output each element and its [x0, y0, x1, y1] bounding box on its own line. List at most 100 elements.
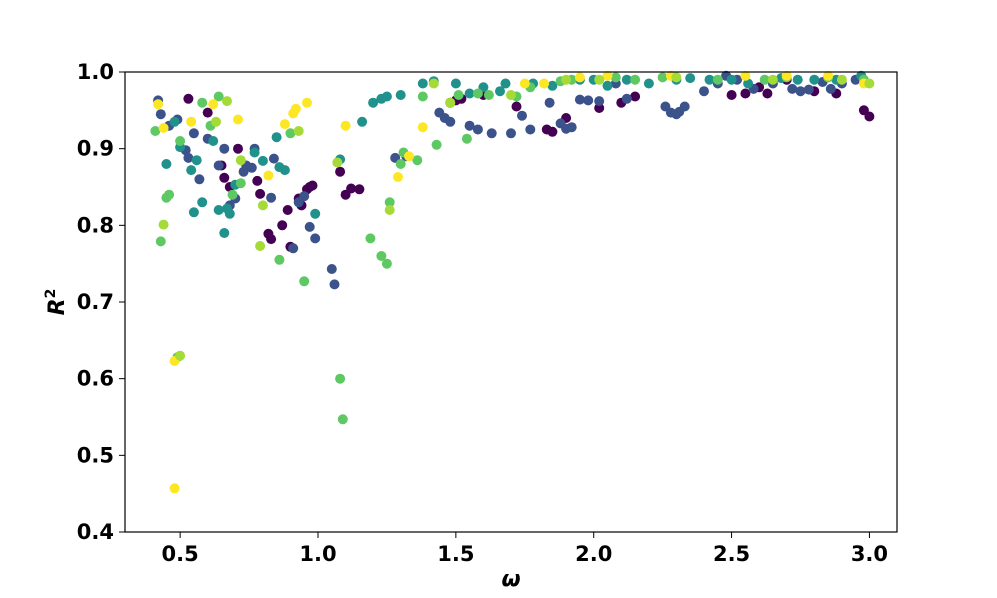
- scatter-point: [158, 219, 169, 230]
- scatter-point: [726, 74, 737, 85]
- scatter-point: [500, 78, 511, 89]
- scatter-point: [175, 136, 186, 146]
- scatter-point: [743, 78, 754, 89]
- scatter-point: [602, 70, 613, 81]
- scatter-point: [224, 208, 235, 219]
- scatter-point: [412, 155, 423, 166]
- scatter-point: [183, 152, 194, 163]
- scatter-point: [155, 236, 166, 247]
- scatter-point: [266, 234, 277, 245]
- scatter-point: [519, 78, 530, 89]
- scatter-point: [864, 78, 875, 89]
- scatter-point: [762, 88, 773, 99]
- y-tick-label: 0.8: [77, 213, 114, 237]
- scatter-point: [202, 107, 213, 118]
- scatter-point: [712, 74, 723, 85]
- y-tick-label: 0.9: [77, 137, 114, 161]
- scatter-point: [472, 124, 483, 135]
- scatter-point: [561, 74, 572, 85]
- scatter-point: [381, 91, 392, 102]
- scatter-point: [153, 99, 164, 110]
- scatter-point: [266, 192, 277, 203]
- scatter-point: [335, 373, 346, 384]
- scatter-point: [726, 90, 737, 100]
- scatter-point: [208, 99, 219, 110]
- scatter-point: [836, 74, 847, 85]
- x-tick-label: 1.5: [437, 542, 474, 566]
- scatter-point: [219, 228, 230, 238]
- scatter-point: [781, 70, 792, 81]
- scatter-point: [450, 78, 461, 89]
- scatter-point: [365, 233, 376, 244]
- x-axis-ticks: 0.5 1.0 1.5 2.0 2.5 3.0: [162, 532, 888, 566]
- scatter-point: [188, 207, 199, 218]
- y-tick-label: 0.7: [77, 290, 114, 314]
- scatter-point: [594, 96, 605, 107]
- scatter-point: [417, 78, 428, 89]
- scatter-point: [219, 172, 230, 183]
- scatter-point: [354, 184, 365, 195]
- scatter-point: [213, 91, 224, 102]
- scatter-point: [787, 83, 798, 94]
- scatter-point: [566, 122, 577, 133]
- scatter-point: [194, 174, 205, 185]
- scatter-point: [506, 90, 516, 100]
- scatter-point: [293, 126, 304, 136]
- scatter-point: [257, 155, 268, 166]
- scatter-point: [340, 120, 351, 131]
- scatter-point: [445, 97, 456, 108]
- scatter-point: [299, 191, 310, 202]
- scatter-point: [404, 151, 414, 162]
- scatter-point: [594, 103, 605, 113]
- scatter-point: [337, 414, 348, 425]
- scatter-point: [158, 123, 169, 133]
- scatter-point: [671, 72, 682, 83]
- x-tick-label: 1.0: [299, 542, 336, 566]
- scatter-point: [285, 128, 296, 139]
- scatter-point: [155, 109, 166, 120]
- scatter-point: [547, 80, 558, 91]
- y-tick-label: 0.4: [77, 520, 114, 544]
- scatter-point: [395, 159, 406, 169]
- y-tick-label: 1.0: [77, 60, 114, 84]
- scatter-point: [679, 101, 690, 112]
- scatter-point: [150, 126, 161, 136]
- scatter-point: [235, 155, 246, 166]
- scatter-point: [290, 103, 301, 114]
- scatter-point: [621, 93, 632, 104]
- scatter-point: [376, 251, 387, 261]
- scatter-point: [277, 220, 288, 231]
- scatter-point: [310, 208, 321, 219]
- scatter-point: [445, 116, 456, 127]
- y-tick-label: 0.5: [77, 443, 114, 467]
- scatter-point: [332, 157, 343, 168]
- scatter-point: [483, 90, 494, 100]
- scatter-point: [461, 133, 472, 144]
- scatter-point: [211, 116, 221, 127]
- scatter-point: [335, 166, 346, 177]
- scatter-point: [357, 116, 368, 127]
- scatter-point: [288, 243, 299, 254]
- scatter-point: [699, 86, 709, 97]
- scatter-point: [453, 90, 464, 100]
- scatter-point: [219, 143, 230, 154]
- scatter-point: [472, 88, 483, 99]
- scatter-point: [630, 74, 641, 85]
- scatter-point: [268, 153, 279, 164]
- y-axis-label-base: R: [45, 298, 70, 315]
- y-tick-label: 0.6: [77, 367, 114, 391]
- scatter-point: [704, 74, 715, 85]
- scatter-point: [307, 180, 318, 191]
- scatter-point: [574, 94, 585, 105]
- scatter-point: [326, 264, 337, 274]
- x-tick-label: 3.0: [851, 542, 888, 566]
- scatter-point: [740, 70, 751, 81]
- scatter-point: [823, 70, 834, 81]
- x-axis-label: ω: [501, 567, 520, 592]
- scatter-point: [282, 205, 293, 215]
- scatter-point: [257, 200, 268, 211]
- scatter-point: [197, 197, 208, 208]
- y-axis-ticks: 0.4 0.5 0.6 0.7 0.8 0.9 1.0: [77, 60, 125, 544]
- scatter-point: [213, 205, 224, 215]
- scatter-point: [395, 90, 406, 100]
